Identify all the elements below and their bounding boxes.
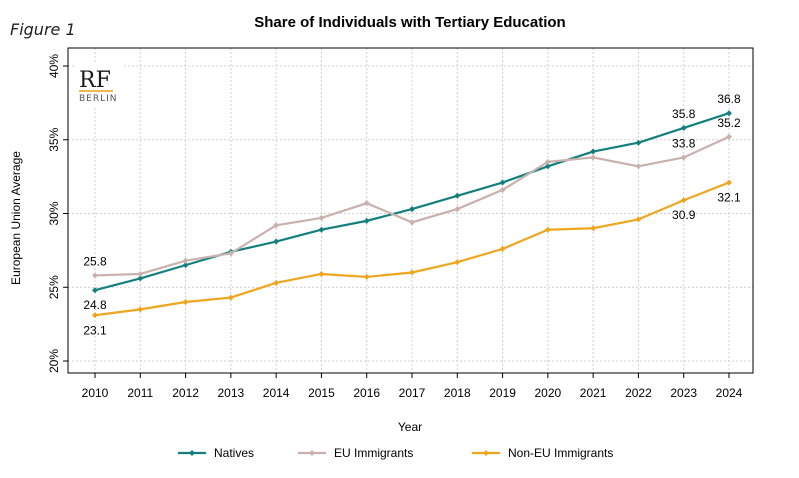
data-point <box>137 306 143 312</box>
x-tick-label: 2014 <box>263 386 290 400</box>
legend-label: EU Immigrants <box>334 446 413 460</box>
data-point <box>635 216 641 222</box>
data-label: 35.2 <box>717 116 741 130</box>
legend-label: Natives <box>214 446 254 460</box>
x-tick-label: 2010 <box>82 386 109 400</box>
data-point <box>273 280 279 286</box>
plot-area: 2010 2011 2012 2013 2014 2015 2016 2017 2018 2019… <box>47 48 753 400</box>
data-point <box>318 271 324 277</box>
data-point <box>92 312 98 318</box>
data-point <box>183 299 189 305</box>
legend-label: Non-EU Immigrants <box>508 446 613 460</box>
data-label: 30.9 <box>672 208 696 222</box>
data-point <box>409 270 415 276</box>
x-tick-label: 2017 <box>399 386 426 400</box>
x-tick-label: 2022 <box>625 386 652 400</box>
x-tick-label: 2011 <box>127 386 153 400</box>
x-tick-label: 2019 <box>489 386 516 400</box>
data-point <box>228 295 234 301</box>
data-point <box>409 206 415 212</box>
data-point <box>454 206 460 212</box>
data-point <box>500 180 506 186</box>
legend-marker <box>309 450 315 456</box>
data-point <box>500 246 506 252</box>
data-point <box>590 149 596 155</box>
x-tick-label: 2023 <box>670 386 697 400</box>
data-point <box>590 225 596 231</box>
data-point <box>364 274 370 280</box>
y-tick-label: 25% <box>47 275 61 299</box>
data-point <box>364 218 370 224</box>
y-tick-label: 30% <box>47 201 61 225</box>
data-point <box>273 239 279 245</box>
rf-berlin-logo: RF BERLIN <box>74 62 122 106</box>
data-point <box>318 215 324 221</box>
x-tick-label: 2015 <box>308 386 335 400</box>
data-label: 33.8 <box>672 136 696 150</box>
data-label: 35.8 <box>672 107 696 121</box>
data-point <box>92 272 98 278</box>
logo-text: RF <box>79 68 111 93</box>
legend-marker <box>483 450 489 456</box>
x-axis-label: Year <box>398 420 422 434</box>
x-tick-label: 2024 <box>716 386 743 400</box>
x-tick-label: 2020 <box>535 386 562 400</box>
data-label: 23.1 <box>83 323 107 337</box>
data-label: 36.8 <box>717 92 741 106</box>
legend: Natives EU Immigrants Non-EU Immigrants <box>178 446 613 460</box>
data-point <box>137 271 143 277</box>
x-tick-label: 2012 <box>172 386 199 400</box>
data-point <box>726 180 732 186</box>
data-label: 25.8 <box>83 254 107 268</box>
data-point <box>545 227 551 233</box>
data-point <box>183 258 189 264</box>
data-point <box>318 227 324 233</box>
data-point <box>364 200 370 206</box>
data-point <box>681 197 687 203</box>
data-point <box>92 287 98 293</box>
data-point <box>635 163 641 169</box>
data-label: 32.1 <box>717 191 741 205</box>
y-tick-label: 20% <box>47 349 61 373</box>
x-tick-label: 2018 <box>444 386 471 400</box>
data-point <box>409 219 415 225</box>
data-point <box>454 193 460 199</box>
data-point <box>635 140 641 146</box>
data-point <box>454 259 460 265</box>
logo-subtext: BERLIN <box>79 94 118 104</box>
data-label: 24.8 <box>83 298 107 312</box>
y-tick-label: 40% <box>47 54 61 78</box>
x-tick-label: 2021 <box>580 386 607 400</box>
y-axis-label: European Union Average <box>9 151 23 285</box>
x-tick-label: 2013 <box>218 386 245 400</box>
chart-title: Share of Individuals with Tertiary Educa… <box>254 14 565 31</box>
data-point <box>681 125 687 131</box>
y-tick-label: 35% <box>47 127 61 151</box>
legend-marker <box>189 450 195 456</box>
x-tick-label: 2016 <box>353 386 380 400</box>
data-point <box>590 154 596 160</box>
